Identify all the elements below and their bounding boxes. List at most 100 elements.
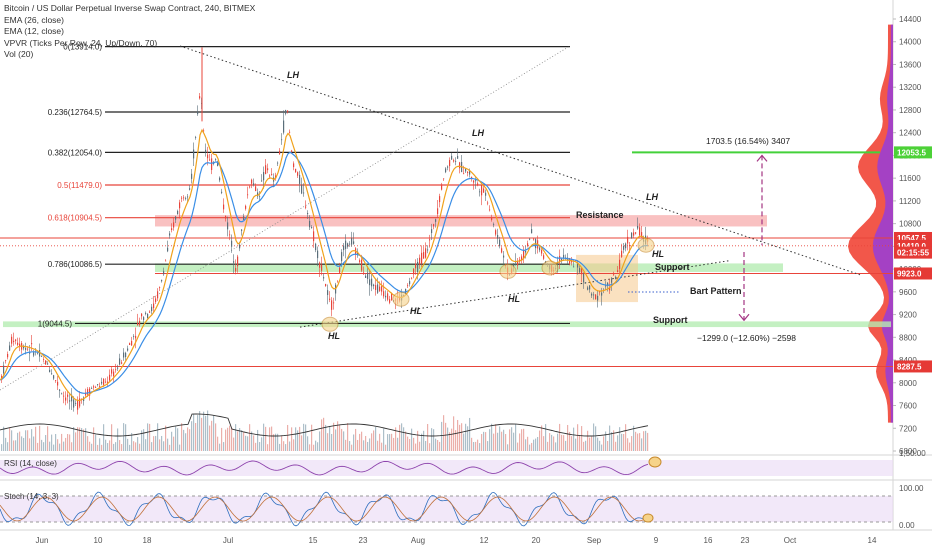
candle-body (65, 397, 67, 401)
volume-bar (339, 424, 341, 451)
candle-body (385, 295, 387, 298)
candle-body (153, 303, 155, 309)
candle-body (615, 276, 617, 280)
candle-body (19, 343, 21, 348)
volume-bar (61, 433, 63, 451)
candle-body (447, 166, 449, 168)
volume-bar (337, 421, 339, 451)
volume-bar (469, 417, 471, 451)
candle-body (481, 185, 483, 196)
volume-bar (291, 427, 293, 451)
fib-level-label: 0.382(12054.0) (48, 148, 103, 157)
volume-bar (171, 431, 173, 451)
candle-body (517, 261, 519, 266)
volume-bar (587, 430, 589, 451)
volume-bar (205, 415, 207, 451)
time-tick-label: 20 (532, 536, 541, 545)
candle-body (317, 250, 319, 259)
chart-title: Bitcoin / US Dollar Perpetual Inverse Sw… (4, 3, 256, 13)
candle-body (243, 216, 245, 220)
candle-body (237, 256, 239, 267)
study-ema26[interactable]: EMA (26, close) (4, 14, 64, 25)
volume-bar (41, 439, 43, 451)
volume-bar (437, 440, 439, 451)
volume-bar (487, 441, 489, 451)
study-vol[interactable]: Vol (20) (4, 49, 34, 59)
swing-marker (499, 263, 517, 279)
volume-bar (147, 423, 149, 451)
candle-body (501, 248, 503, 253)
candle-body (523, 250, 525, 259)
volume-bar (75, 432, 77, 451)
volume-bar (285, 444, 287, 451)
volume-bar (629, 442, 631, 451)
volume-bar (123, 423, 125, 451)
candle-body (117, 367, 119, 369)
candle-body (111, 369, 113, 374)
volume-bar (347, 423, 349, 451)
candle-body (617, 270, 619, 272)
volume-bar (257, 429, 259, 451)
candle-body (25, 348, 27, 350)
candle-body (495, 230, 497, 235)
volume-bar (567, 424, 569, 451)
candle-body (13, 340, 15, 343)
volume-bars (1, 410, 649, 451)
candle-body (87, 389, 89, 395)
volume-bar (495, 424, 497, 451)
volume-bar (235, 424, 237, 451)
candle-body (433, 224, 435, 227)
volume-bar (197, 415, 199, 451)
candle-body (93, 386, 95, 388)
volume-bar (403, 427, 405, 451)
volume-bar (605, 431, 607, 451)
stoch-k-line (0, 491, 649, 527)
volume-bar (53, 444, 55, 451)
volume-bar (97, 444, 99, 451)
volume-bar (5, 437, 7, 451)
volume-bar (9, 427, 11, 451)
chart-legend: Bitcoin / US Dollar Perpetual Inverse Sw… (4, 3, 255, 61)
volume-bar (599, 440, 601, 451)
candle-body (315, 243, 317, 251)
volume-bar (535, 438, 537, 451)
candle-body (173, 222, 175, 228)
volume-bar (569, 431, 571, 451)
volume-bar (429, 443, 431, 451)
candle-body (77, 400, 79, 410)
volume-bar (69, 434, 71, 451)
price-tick-label: 7600 (899, 402, 917, 411)
candle-body (457, 155, 459, 159)
candle-body (269, 175, 271, 177)
volume-bar (503, 429, 505, 451)
study-vpvr[interactable]: VPVR (Ticks Per Row, 24, Up/Down, 70) (4, 37, 158, 48)
candle-body (425, 248, 427, 258)
chart-annotation: HL (652, 249, 664, 259)
volume-bar (311, 424, 313, 451)
volume-bar (415, 443, 417, 451)
candle-body (59, 389, 61, 391)
candle-body (347, 243, 349, 247)
candle-body (327, 290, 329, 295)
chart-annotation: LH (472, 128, 484, 138)
candle-body (451, 155, 453, 160)
price-tick-label: 8000 (899, 379, 917, 388)
candle-body (141, 313, 143, 317)
volume-bar (557, 433, 559, 451)
study-ema12[interactable]: EMA (12, close) (4, 26, 64, 36)
candle-body (361, 259, 363, 271)
candle-body (561, 258, 563, 261)
volume-bar (393, 437, 395, 451)
candle-body (475, 180, 477, 182)
volume-bar (323, 417, 325, 451)
volume-bar (293, 439, 295, 451)
volume-bar (563, 435, 565, 451)
candle-body (613, 274, 615, 276)
volume-bar (247, 436, 249, 451)
candle-body (105, 381, 107, 383)
candle-body (381, 286, 383, 292)
volume-bar (273, 434, 275, 451)
candle-body (387, 293, 389, 300)
candle-body (303, 192, 305, 194)
